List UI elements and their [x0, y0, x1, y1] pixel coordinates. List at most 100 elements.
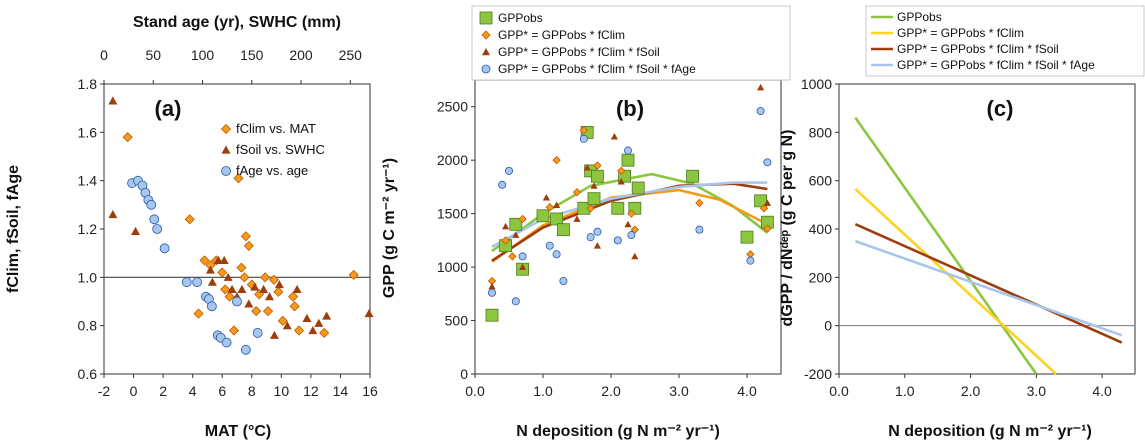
panel-a-x-ticks: -2 0 2 4 6 8 10 12 14 16: [98, 374, 378, 399]
y-tick-label: 0: [824, 318, 832, 334]
panel-b-point-triangle: [590, 182, 598, 189]
panel-b-point-diamond: [508, 252, 517, 261]
panel-c-line-0: [854, 117, 1038, 375]
panel-b-point-diamond: [627, 209, 636, 218]
panel-c-line-2: [854, 223, 1123, 344]
y-tick-label: 1.4: [78, 173, 98, 189]
panel-b-fit-line-3: [491, 181, 768, 248]
panel-b-legend-marker-3: [481, 64, 491, 74]
panel-a-point-circle: [252, 328, 263, 338]
panel-b-legend-label-1: GPP* = GPPobs * fClim: [498, 28, 625, 42]
x-tick-label: 1.0: [533, 383, 553, 399]
panel-a-point-triangle: [108, 96, 118, 105]
panel-a-legend-marker-2: [221, 166, 231, 176]
panel-b-point-circle: [552, 250, 561, 259]
panel-a-point-triangle: [364, 309, 374, 318]
panel-a-point-triangle: [282, 321, 292, 330]
panel-b-point-triangle: [593, 242, 601, 249]
panel-a: Stand age (yr), SWHC (mm) 0 50 100 150 200 25…: [5, 14, 378, 440]
panel-c-line-1: [854, 188, 1057, 375]
y-tick-label: 1.0: [78, 269, 98, 285]
panel-c-legend-label-3: GPP* = GPPobs * fClim * fSoil * fAge: [897, 58, 1095, 72]
panel-c-y-ticks: -200 0 200 400 600 800 1000: [801, 76, 839, 382]
x-tick-label: 0: [130, 383, 138, 399]
y-tick-label: 600: [809, 173, 833, 189]
panel-a-point-circle: [240, 344, 251, 355]
panel-b-point-triangle: [763, 199, 771, 206]
x-tick-label: 150: [240, 47, 264, 63]
panel-b-legend-label-0: GPPobs: [498, 11, 543, 25]
panel-a-y-axis-label: fClim, fSoil, fAge: [5, 165, 22, 293]
panel-b-point-square: [686, 169, 699, 183]
panel-a-x-axis-label: MAT (°C): [205, 423, 272, 440]
panel-b-point-square: [631, 181, 645, 195]
y-tick-label: 1000: [801, 76, 832, 92]
panel-b-point-circle: [504, 166, 513, 175]
panel-a-point-circle: [146, 199, 157, 210]
panel-a-point-triangle: [308, 326, 318, 335]
panel-a-point-triangle: [207, 277, 217, 286]
panel-b-point-square: [611, 201, 625, 215]
panel-a-point-diamond: [220, 284, 231, 295]
panel-a-point-diamond: [348, 269, 359, 280]
panel-a-point-triangle: [244, 299, 254, 308]
x-tick-label: 50: [145, 47, 161, 63]
panel-a-point-circle: [149, 214, 160, 225]
panel-b-point-triangle: [757, 83, 765, 91]
panel-b-point-square: [536, 209, 550, 223]
panel-a-point-triangle: [219, 255, 229, 265]
panel-a-point-diamond: [251, 306, 262, 317]
x-tick-label: 3.0: [1027, 383, 1047, 399]
panel-b-point-square: [550, 212, 563, 226]
x-tick-label: 3.0: [669, 383, 689, 399]
panel-b-y-axis-label: GPP (g C m⁻² yr⁻¹): [381, 158, 398, 298]
x-tick-label: 4: [189, 383, 197, 399]
panel-c-legend: GPPobs GPP* = GPPobs * fClim GPP* = GPPobs…: [871, 10, 1095, 72]
x-tick-label: 0: [100, 47, 108, 63]
panel-a-legend-label-2: fAge vs. age: [236, 163, 308, 178]
y-tick-label: 200: [809, 269, 833, 285]
panel-b-legend-marker-2: [482, 48, 490, 56]
panel-a-legend-label-0: fClim vs. MAT: [236, 121, 316, 136]
panel-a-point-triangle: [227, 284, 237, 294]
panel-b-point-circle: [695, 225, 704, 234]
panel-a-point-triangle: [131, 226, 141, 236]
panel-a-marks: [108, 96, 374, 355]
panel-a-point-diamond: [243, 240, 254, 251]
panel-c-x-ticks: 0.0 1.0 2.0 3.0 4.0: [829, 374, 1112, 399]
panel-a-point-triangle: [250, 282, 260, 291]
y-tick-label: 1.2: [78, 221, 98, 237]
panel-a-legend-marker-1: [221, 145, 231, 154]
y-tick-label: 1000: [437, 259, 468, 275]
panel-b-point-square: [587, 192, 601, 206]
panel-b-point-square: [621, 153, 635, 167]
panel-b-point-circle: [624, 146, 633, 155]
y-tick-label: 0.8: [78, 318, 98, 334]
panel-b-point-circle: [593, 227, 602, 236]
panel-b-legend-label-3: GPP* = GPPobs * fClim * fSoil * fAge: [498, 62, 696, 76]
panel-a-point-circle: [152, 224, 163, 234]
x-tick-label: 2.0: [601, 383, 621, 399]
panel-a-point-triangle: [265, 292, 275, 301]
panel-b-point-circle: [613, 236, 622, 245]
y-tick-label: 2000: [437, 152, 468, 168]
panel-a-point-circle: [159, 243, 170, 254]
panel-b-point-circle: [586, 233, 595, 242]
panel-c-y-axis-label: dGPP / dNᵈᵉᵖ (g C per g N): [779, 130, 796, 327]
panel-b-point-triangle: [488, 282, 496, 290]
panel-a-point-diamond: [122, 132, 133, 143]
x-tick-label: 200: [289, 47, 313, 63]
panel-c: -200 0 200 400 600 800 1000 0.0 1.0 2.0 3.0 4.0 (c…: [779, 5, 1145, 440]
panel-b-point-diamond: [695, 198, 704, 208]
panel-b-point-diamond: [518, 214, 527, 224]
panel-a-point-diamond: [184, 214, 195, 225]
y-tick-label: -200: [804, 366, 832, 382]
panel-b-point-square: [740, 230, 754, 244]
panel-a-point-diamond: [236, 262, 247, 273]
x-tick-label: 100: [191, 47, 215, 63]
y-tick-label: 2500: [437, 99, 468, 115]
panel-b-point-square: [591, 169, 604, 183]
panel-a-point-diamond: [199, 255, 210, 266]
panel-a-point-diamond: [240, 231, 251, 242]
x-tick-label: 16: [362, 383, 378, 399]
